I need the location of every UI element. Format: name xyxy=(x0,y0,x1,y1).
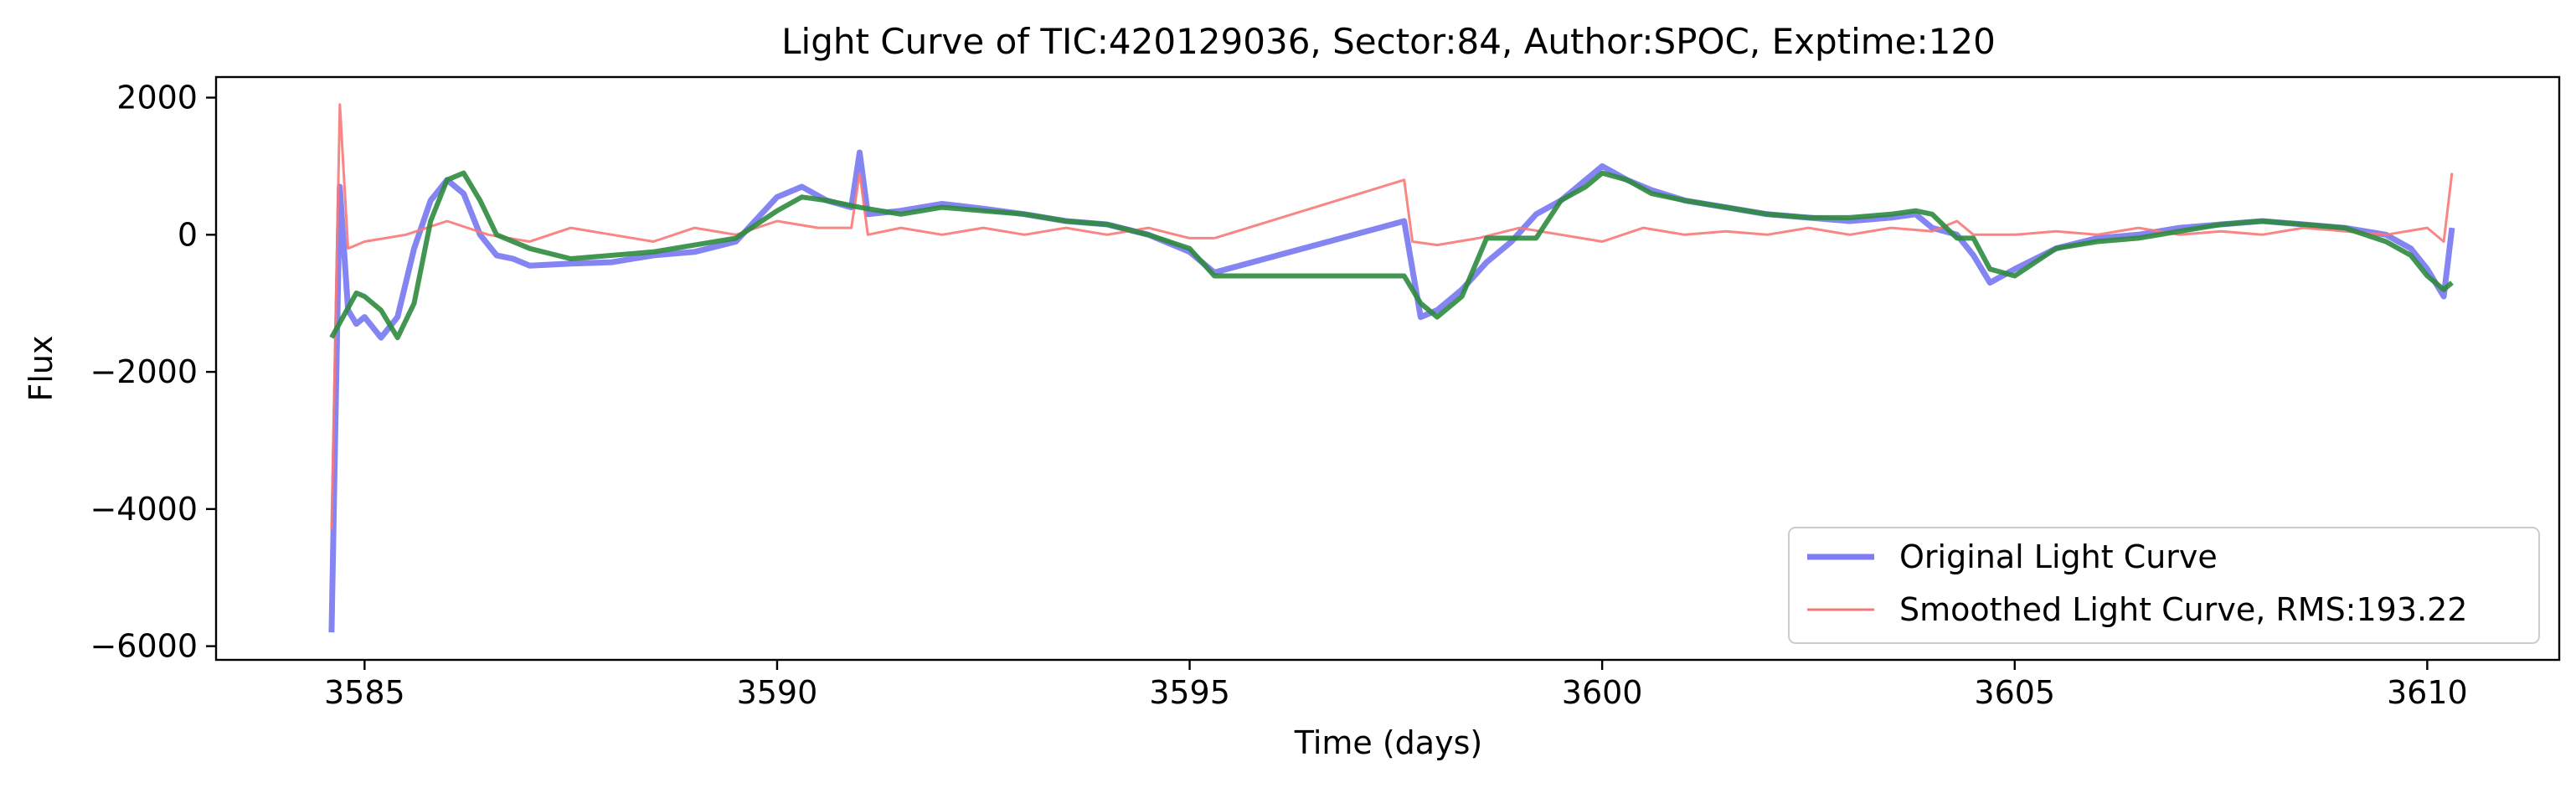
y-tick-label: 2000 xyxy=(116,80,198,116)
legend-label-smoothed: Smoothed Light Curve, RMS:193.22 xyxy=(1899,591,2467,628)
series-layer xyxy=(328,103,2455,633)
x-tick-label: 3605 xyxy=(1974,674,2055,711)
series-trend-line xyxy=(329,170,2454,341)
legend: Original Light Curve Smoothed Light Curv… xyxy=(1788,527,2540,644)
y-tick-label: 0 xyxy=(178,216,198,253)
y-tick-label: −2000 xyxy=(90,353,198,390)
y-axis: 2000 0 −2000 −4000 −6000 xyxy=(90,80,216,665)
x-tick-label: 3600 xyxy=(1562,674,1643,711)
chart-title: Light Curve of TIC:420129036, Sector:84,… xyxy=(781,21,1996,62)
y-axis-label: Flux xyxy=(23,336,59,402)
y-tick-label: −4000 xyxy=(90,491,198,528)
y-tick-label: −6000 xyxy=(90,628,198,665)
x-axis-label: Time (days) xyxy=(1294,724,1482,761)
x-tick-label: 3585 xyxy=(324,674,405,711)
series-smoothed-line xyxy=(330,103,2454,530)
legend-label-original: Original Light Curve xyxy=(1899,538,2218,575)
legend-box xyxy=(1788,527,2540,644)
plot-frame xyxy=(214,75,2561,662)
x-tick-label: 3610 xyxy=(2387,674,2468,711)
x-axis: 3585 3590 3595 3600 3605 3610 xyxy=(324,660,2468,711)
x-tick-label: 3590 xyxy=(737,674,818,711)
x-tick-label: 3595 xyxy=(1149,674,1230,711)
